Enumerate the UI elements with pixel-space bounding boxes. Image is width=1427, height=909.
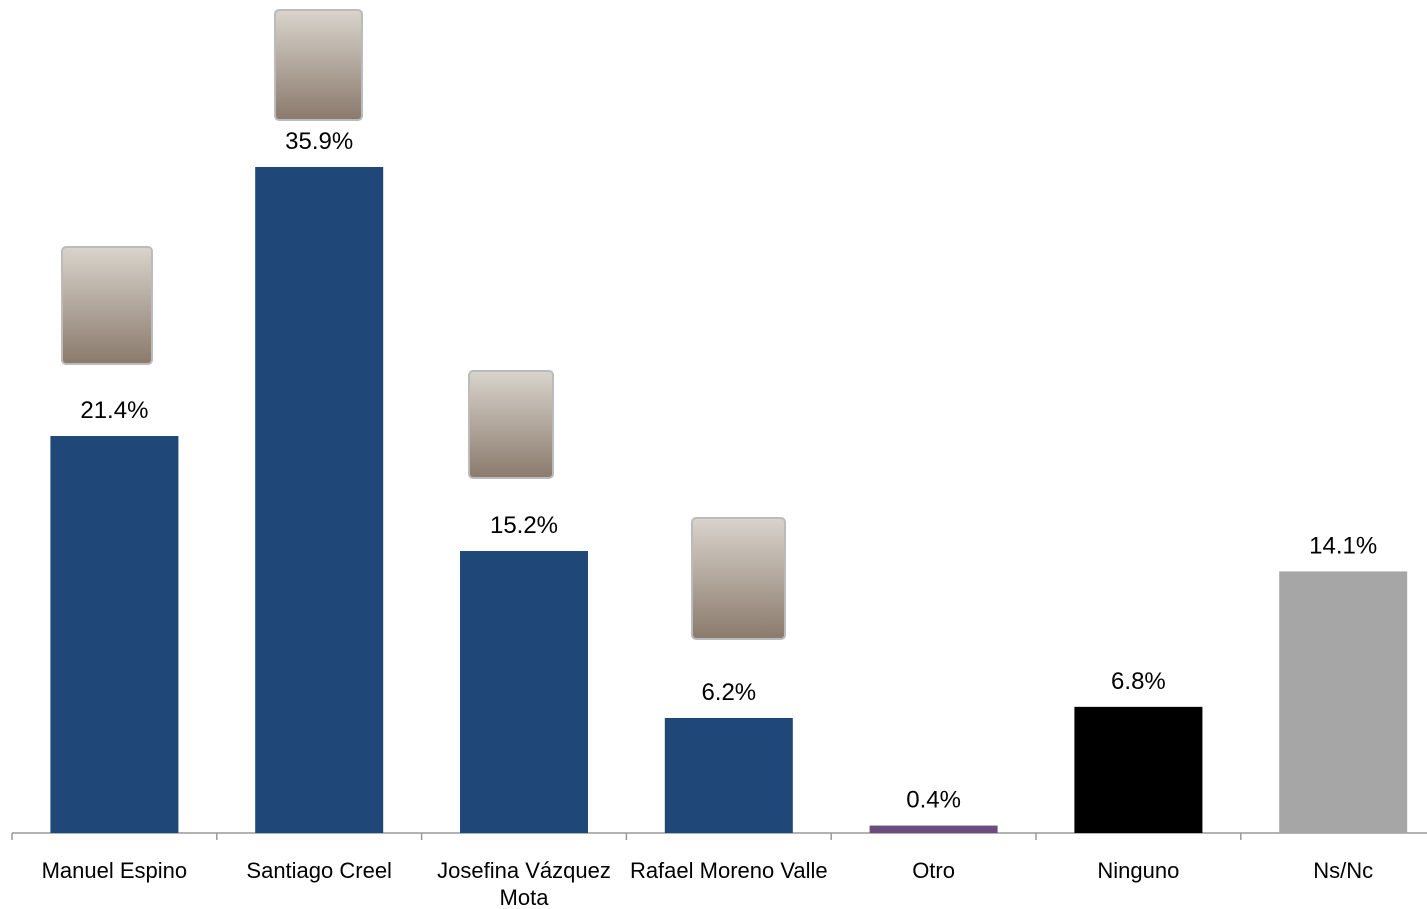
x-tick-label: Rafael Moreno Valle xyxy=(629,857,829,884)
x-tick-label: Santiago Creel xyxy=(219,857,419,884)
chart-page: 21.4% 35.9% 15.2% 6.2% 0.4% 6.8% 14.1% Manuel … xyxy=(0,0,1427,909)
bar xyxy=(50,436,178,833)
value-label: 0.4% xyxy=(906,787,961,814)
bar xyxy=(870,826,998,833)
photo xyxy=(62,247,152,364)
value-label: 21.4% xyxy=(80,397,148,424)
bar xyxy=(1279,571,1407,833)
value-label: 14.1% xyxy=(1309,532,1377,559)
x-tick-label: Ninguno xyxy=(1038,857,1238,884)
value-label: 6.8% xyxy=(1111,668,1166,695)
x-tick-label: Manuel Espino xyxy=(14,857,214,884)
bar xyxy=(1074,707,1202,833)
bar xyxy=(255,167,383,833)
chart: 21.4% 35.9% 15.2% 6.2% 0.4% 6.8% 14.1% xyxy=(0,0,1427,909)
x-tick-label: Ns/Nc xyxy=(1243,857,1427,884)
photo xyxy=(469,371,553,478)
x-tick-label: Josefina Vázquez Mota xyxy=(424,857,624,909)
value-label: 35.9% xyxy=(285,128,353,155)
photo xyxy=(692,518,785,639)
bar xyxy=(665,718,793,833)
bar xyxy=(460,551,588,833)
value-label: 6.2% xyxy=(701,679,756,706)
value-label: 15.2% xyxy=(490,512,558,539)
photo xyxy=(275,10,362,120)
x-tick-label: Otro xyxy=(834,857,1034,884)
